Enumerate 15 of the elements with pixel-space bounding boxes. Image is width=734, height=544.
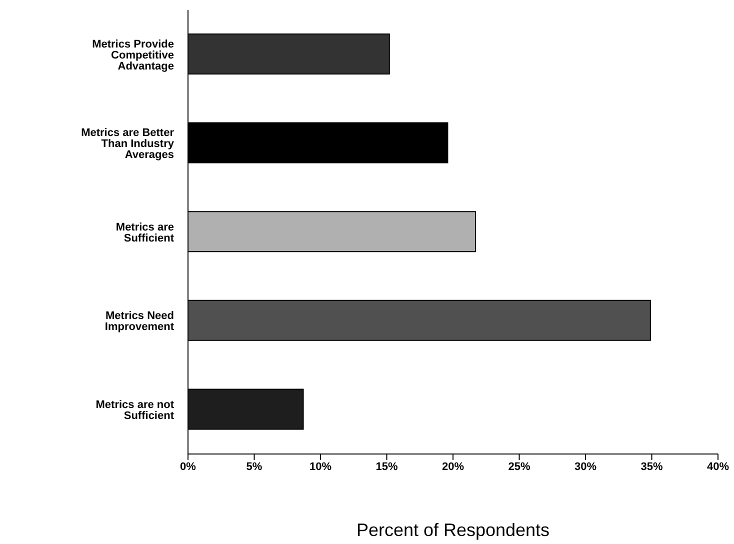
y-tick-label: Metrics Provide Competitive Advantage [92,38,174,72]
y-tick-label: Metrics Need Improvement [104,310,174,334]
y-tick-label: Metrics are Sufficient [116,221,174,244]
x-tick-label: 25% [508,460,530,473]
x-tick-label: 30% [574,460,597,473]
y-tick-label: Metrics are not Sufficient [96,399,174,422]
x-tick-label: 35% [640,460,663,473]
x-tick-label: 10% [309,460,332,473]
x-tick-label: 15% [376,460,398,473]
y-tick-label: Metrics are Better Than Industry Averages [81,127,175,162]
x-axis-title: Percent of Respondents [356,520,550,540]
x-tick-label: 20% [442,460,464,473]
x-tick-label: 0% [180,460,196,473]
x-tick-label: 40% [706,460,730,473]
x-tick-label: 5% [246,460,262,473]
